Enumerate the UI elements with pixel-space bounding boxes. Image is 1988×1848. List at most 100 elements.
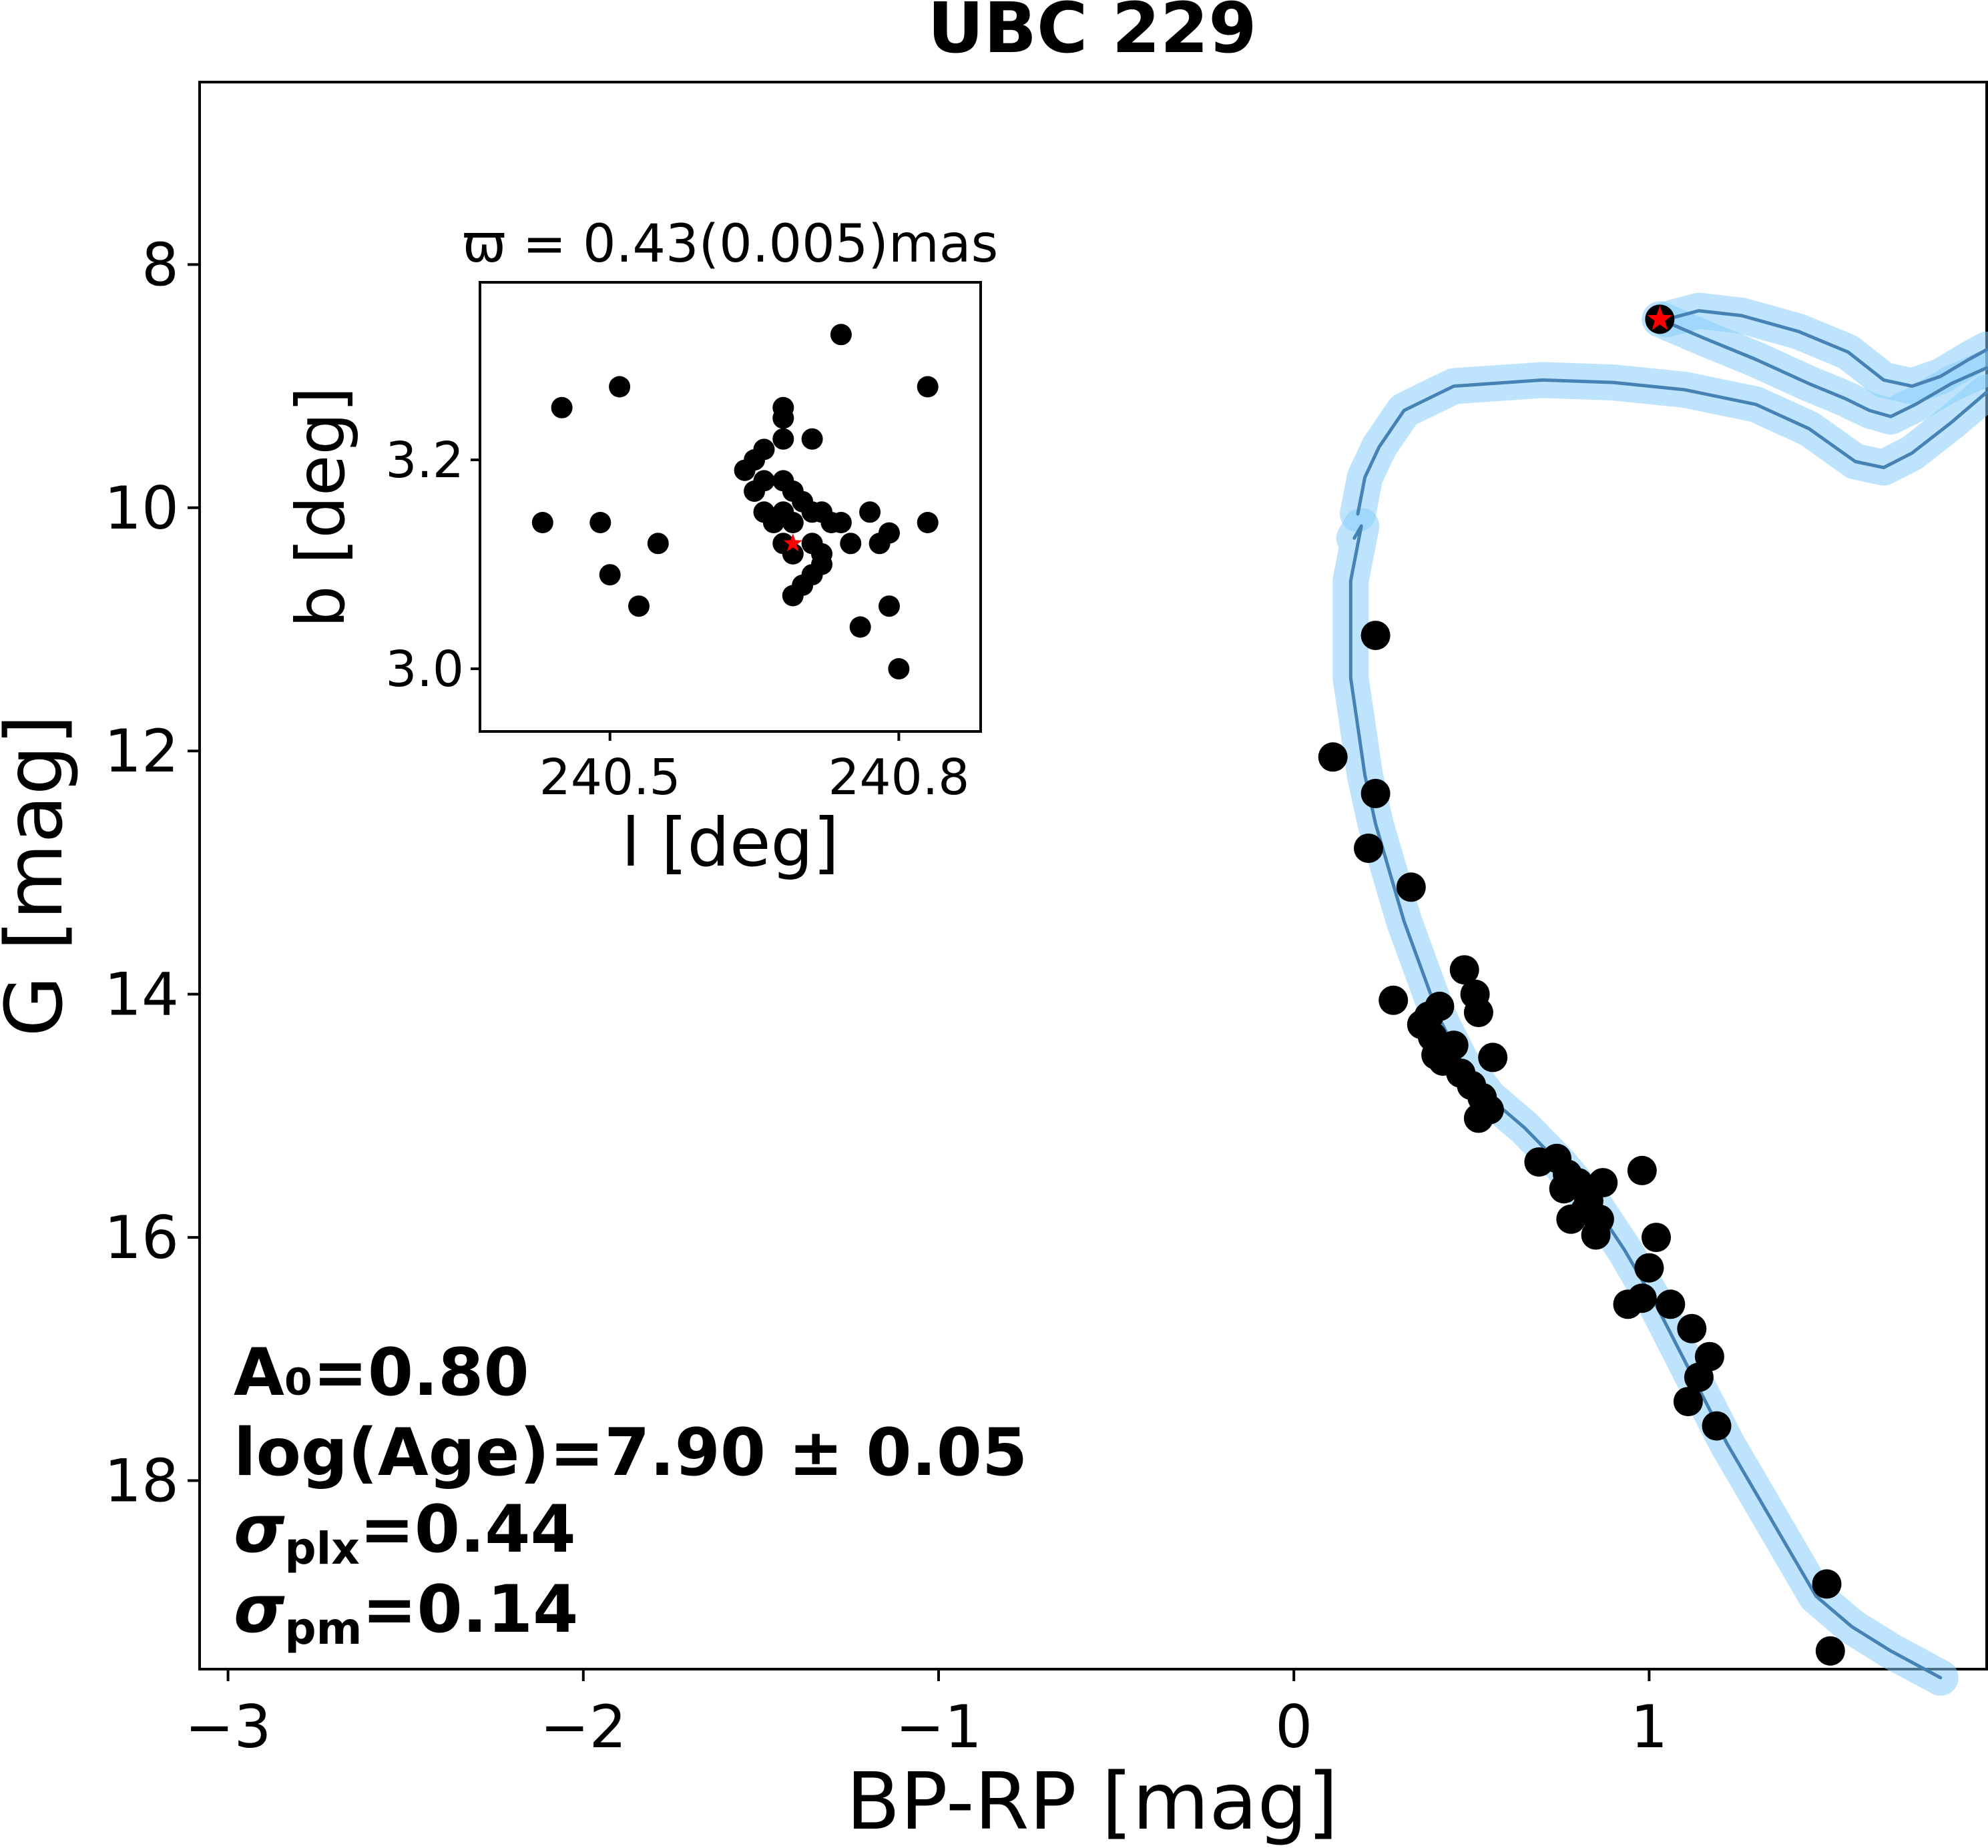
member-point bbox=[1812, 1569, 1842, 1599]
isochrone-lines bbox=[1348, 309, 1988, 1680]
extinction-annotation: A₀=0.80 bbox=[234, 1335, 529, 1411]
member-point bbox=[1684, 1362, 1714, 1392]
sigma-pm-subscript: pm bbox=[284, 1603, 362, 1654]
inset-member-point bbox=[840, 533, 862, 555]
inset-member-point bbox=[782, 543, 804, 565]
sigma-pm-annotation: σpm=0.14 bbox=[234, 1572, 578, 1654]
inset-member-point bbox=[917, 376, 939, 398]
inset-member-point bbox=[830, 512, 852, 533]
sigma-plx-symbol: σ bbox=[234, 1492, 285, 1568]
inset-y-tick-label: 3.0 bbox=[385, 641, 464, 698]
inset-member-point bbox=[744, 481, 766, 502]
sigma-pm-symbol: σ bbox=[234, 1572, 285, 1648]
x-tick-label: 1 bbox=[1630, 1692, 1668, 1761]
inset-member-point bbox=[589, 512, 611, 533]
inset-member-point bbox=[782, 512, 804, 533]
inset-members bbox=[531, 324, 939, 680]
member-point bbox=[1379, 985, 1409, 1015]
inset-member-point bbox=[830, 324, 852, 346]
inset-member-point bbox=[888, 658, 910, 680]
sigma-plx-annotation: σplx=0.44 bbox=[234, 1492, 576, 1574]
inset-x-tick-label: 240.8 bbox=[828, 749, 969, 806]
inset-member-point bbox=[879, 595, 900, 617]
x-tick-label: −3 bbox=[185, 1692, 272, 1761]
member-point bbox=[1627, 1283, 1657, 1313]
member-point bbox=[1478, 1042, 1508, 1072]
sigma-plx-value: =0.44 bbox=[360, 1492, 576, 1568]
member-point bbox=[1627, 1155, 1657, 1185]
isochrone-line-isochrone_upper bbox=[1356, 378, 1988, 516]
inset-member-point bbox=[599, 564, 621, 586]
member-point bbox=[1588, 1168, 1618, 1198]
y-tick-label: 8 bbox=[142, 230, 179, 299]
inset-member-point bbox=[782, 585, 804, 607]
inset-member-point bbox=[801, 428, 823, 450]
inset-plot-frame bbox=[479, 281, 982, 733]
main-plot-frame bbox=[198, 81, 1988, 1670]
inset-member-point bbox=[551, 396, 573, 418]
member-point bbox=[1318, 742, 1348, 772]
x-tick-label: −1 bbox=[895, 1692, 982, 1761]
inset-member-point bbox=[609, 376, 631, 398]
y-tick-label: 10 bbox=[104, 474, 179, 543]
inset-member-point bbox=[917, 512, 939, 533]
inset-member-point bbox=[531, 512, 553, 533]
member-point bbox=[1449, 955, 1479, 985]
inset-member-point bbox=[647, 533, 669, 555]
inset-highlight-star bbox=[783, 533, 802, 552]
inset-member-point bbox=[762, 512, 784, 533]
y-axis-label: G [mag] bbox=[0, 714, 80, 1036]
inset-x-axis-ticks: 240.5 240.8 bbox=[539, 731, 969, 806]
sigma-plx-subscript: plx bbox=[284, 1523, 359, 1574]
highlight-star-group bbox=[1645, 304, 1675, 334]
y-tick-label: 12 bbox=[104, 717, 179, 786]
inset-member-point bbox=[868, 533, 891, 555]
member-point bbox=[1396, 872, 1426, 902]
inset-y-axis-ticks: 3.0 3.2 bbox=[385, 432, 480, 698]
inset-member-point bbox=[772, 407, 794, 429]
inset-highlight-star-group bbox=[783, 533, 802, 552]
x-tick-label: −2 bbox=[540, 1692, 627, 1761]
x-tick-label: 0 bbox=[1275, 1692, 1312, 1761]
isochrone-band-isochrone_lower bbox=[1332, 508, 1959, 1696]
inset-member-point bbox=[849, 616, 871, 638]
y-tick-label: 18 bbox=[104, 1447, 179, 1516]
cluster-members bbox=[1318, 621, 1845, 1666]
y-axis-ticks: 8 10 12 14 16 18 bbox=[104, 230, 200, 1516]
member-point bbox=[1360, 779, 1391, 808]
age-annotation: log(Age)=7.90 ± 0.05 bbox=[234, 1415, 1027, 1491]
chart-title: UBC 229 bbox=[927, 0, 1256, 69]
x-axis-label: BP-RP [mag] bbox=[846, 1755, 1338, 1847]
inset-x-tick-label: 240.5 bbox=[539, 749, 681, 806]
inset-member-point bbox=[772, 428, 794, 450]
member-point bbox=[1634, 1253, 1664, 1283]
member-point bbox=[1702, 1411, 1732, 1441]
member-point bbox=[1463, 998, 1493, 1027]
x-axis-ticks: −3 −2 −1 0 1 bbox=[185, 1669, 1668, 1761]
inset-member-point bbox=[628, 595, 650, 617]
y-tick-label: 14 bbox=[104, 960, 179, 1029]
member-point bbox=[1677, 1313, 1707, 1343]
member-point bbox=[1642, 1223, 1671, 1253]
member-point bbox=[1656, 1289, 1686, 1319]
member-point bbox=[1815, 1636, 1845, 1666]
highlight-star bbox=[1647, 306, 1673, 330]
sigma-pm-value: =0.14 bbox=[362, 1572, 578, 1648]
inset-title: ϖ = 0.43(0.005)mas bbox=[463, 214, 999, 274]
isochrone-line-isochrone_upper2 bbox=[1658, 317, 1988, 418]
isochrone-line-isochrone_lower bbox=[1348, 524, 1943, 1680]
member-point bbox=[1360, 621, 1391, 651]
y-tick-label: 16 bbox=[104, 1203, 179, 1272]
member-point bbox=[1425, 991, 1455, 1021]
inset-member-point bbox=[734, 459, 756, 481]
member-point bbox=[1463, 1103, 1493, 1133]
member-point bbox=[1581, 1220, 1611, 1250]
inset-y-axis-label: b [deg] bbox=[282, 386, 360, 628]
member-point bbox=[1354, 834, 1383, 863]
member-point bbox=[1673, 1387, 1703, 1417]
inset-member-point bbox=[859, 501, 881, 523]
inset-x-axis-label: l [deg] bbox=[622, 804, 839, 882]
inset-y-tick-label: 3.2 bbox=[385, 432, 464, 489]
isochrone-line-isochrone_upper3 bbox=[1665, 309, 1988, 388]
